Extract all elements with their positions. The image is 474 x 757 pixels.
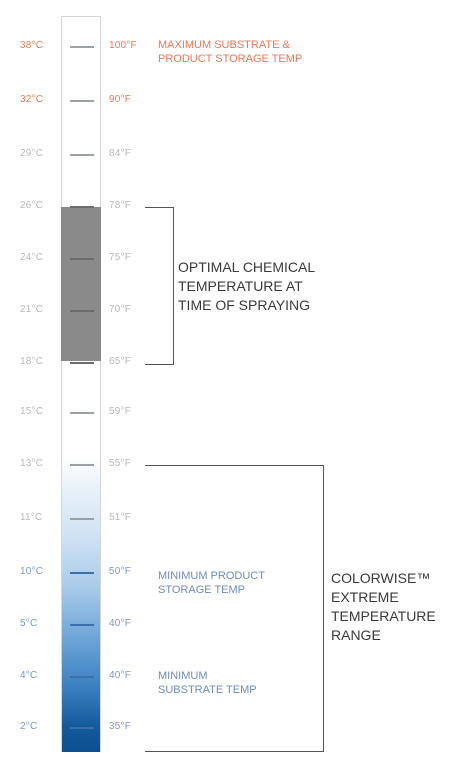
scale-label-celsius: 32°C: [20, 94, 44, 105]
scale-label-fahrenheit: 40°F: [109, 618, 132, 629]
scale-label-fahrenheit: 35°F: [109, 721, 132, 732]
scale-label-celsius: 4°C: [20, 670, 38, 681]
extreme-bracket: [145, 465, 324, 752]
extreme-range-note: COLORWISE™ EXTREME TEMPERATURE RANGE: [331, 570, 436, 643]
scale-label-celsius: 38°C: [20, 40, 44, 51]
scale-label-fahrenheit: 40°F: [109, 670, 132, 681]
scale-label-fahrenheit: 100°F: [109, 40, 137, 51]
scale-label-fahrenheit: 65°F: [109, 356, 132, 367]
min-storage-note: MINIMUM PRODUCT STORAGE TEMP: [158, 570, 265, 596]
scale-tick: [70, 464, 94, 466]
scale-tick: [70, 727, 94, 729]
scale-label-celsius: 11°C: [20, 512, 43, 523]
scale-label-fahrenheit: 75°F: [109, 252, 132, 263]
scale-tick: [70, 154, 94, 156]
scale-tick: [70, 258, 94, 260]
thermometer-column: [61, 16, 101, 752]
scale-label-celsius: 18°C: [20, 356, 44, 367]
scale-tick: [70, 310, 94, 312]
scale-label-celsius: 21°C: [20, 304, 44, 315]
scale-tick: [70, 46, 94, 48]
scale-tick: [70, 572, 94, 574]
scale-tick: [70, 518, 94, 520]
scale-tick: [70, 100, 94, 102]
optimal-note: OPTIMAL CHEMICAL TEMPERATURE AT TIME OF …: [178, 259, 316, 313]
scale-label-celsius: 13°C: [20, 458, 44, 469]
scale-label-fahrenheit: 50°F: [109, 566, 132, 577]
scale-label-fahrenheit: 55°F: [109, 458, 132, 469]
scale-label-fahrenheit: 59°F: [109, 406, 132, 417]
optimal-bracket: [145, 207, 174, 365]
scale-tick: [70, 206, 94, 208]
scale-label-fahrenheit: 51°F: [109, 512, 132, 523]
scale-label-fahrenheit: 90°F: [109, 94, 132, 105]
scale-label-celsius: 24°C: [20, 252, 44, 263]
scale-tick: [70, 412, 94, 414]
max-storage-note: MAXIMUM SUBSTRATE & PRODUCT STORAGE TEMP: [158, 39, 303, 65]
min-substrate-note: MINIMUM SUBSTRATE TEMP: [158, 670, 257, 696]
scale-label-fahrenheit: 70°F: [109, 304, 132, 315]
optimal-band: [61, 207, 101, 361]
scale-label-celsius: 2°C: [20, 721, 38, 732]
scale-tick: [70, 362, 94, 364]
scale-label-fahrenheit: 84°F: [109, 148, 132, 159]
scale-label-celsius: 10°C: [20, 566, 44, 577]
scale-label-celsius: 29°C: [20, 148, 44, 159]
scale-label-celsius: 15°C: [20, 406, 44, 417]
scale-tick: [70, 676, 94, 678]
scale-tick: [70, 624, 94, 626]
scale-label-celsius: 26°C: [20, 200, 44, 211]
scale-label-celsius: 5°C: [20, 618, 38, 629]
scale-label-fahrenheit: 78°F: [109, 200, 132, 211]
